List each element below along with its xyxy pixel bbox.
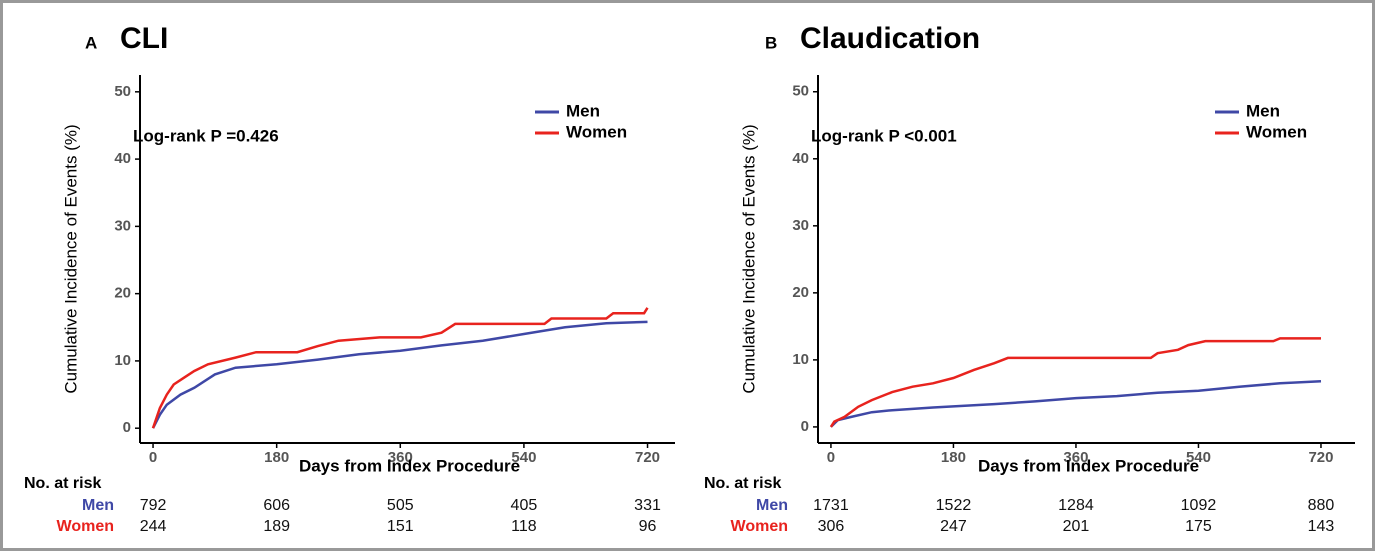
y-tick-label: 10 (792, 351, 809, 368)
y-tick-label: 10 (114, 352, 131, 369)
risk-value: 1284 (1058, 497, 1094, 514)
x-tick-label: 180 (264, 449, 289, 466)
y-tick-label: 40 (792, 150, 809, 167)
x-tick-label: 360 (1063, 449, 1088, 466)
risk-value: 96 (639, 518, 657, 535)
x-tick-label: 540 (511, 449, 536, 466)
y-axis-label: Cumulative Incidence of Events (%) (739, 124, 758, 393)
legend-label: Men (1246, 101, 1280, 120)
legend-label: Women (566, 122, 627, 141)
risk-value: 1522 (936, 497, 972, 514)
annotation: Log-rank P <0.001 (811, 126, 957, 145)
chart-title: CLI (120, 22, 168, 55)
x-tick-label: 720 (635, 449, 660, 466)
risk-value: 880 (1308, 497, 1335, 514)
annotation: Log-rank P =0.426 (133, 126, 279, 145)
km-line (151, 320, 648, 429)
risk-value: 201 (1063, 518, 1090, 535)
risk-table-title: No. at risk (704, 475, 781, 492)
y-tick-label: 30 (792, 217, 809, 234)
risk-table-title: No. at risk (24, 475, 101, 492)
risk-value: 189 (263, 518, 290, 535)
x-axis-label: Days from Index Procedure (978, 456, 1199, 475)
y-tick-label: 0 (801, 418, 809, 435)
legend-label: Women (1246, 122, 1307, 141)
risk-value: 143 (1308, 518, 1335, 535)
y-tick-label: 50 (792, 83, 809, 100)
risk-value: 792 (140, 497, 167, 514)
y-tick-label: 50 (114, 83, 131, 100)
risk-row-label: Women (57, 518, 114, 535)
risk-value: 405 (511, 497, 538, 514)
y-axis-label: Cumulative Incidence of Events (%) (61, 124, 80, 393)
risk-value: 175 (1185, 518, 1212, 535)
y-tick-label: 20 (114, 285, 131, 302)
risk-value: 306 (818, 518, 845, 535)
km-line (830, 380, 1322, 428)
y-tick-label: 20 (792, 284, 809, 301)
risk-value: 151 (387, 518, 414, 535)
risk-row-label: Men (82, 497, 114, 514)
x-tick-label: 720 (1308, 449, 1333, 466)
x-tick-label: 180 (941, 449, 966, 466)
x-axis-label: Days from Index Procedure (299, 456, 520, 475)
x-tick-label: 0 (149, 449, 157, 466)
risk-value: 606 (263, 497, 290, 514)
km-line (829, 337, 1321, 428)
chart-title: Claudication (800, 22, 980, 55)
risk-value: 118 (511, 518, 537, 535)
x-tick-label: 360 (388, 449, 413, 466)
legend-label: Men (566, 101, 600, 120)
x-tick-label: 540 (1186, 449, 1211, 466)
risk-row-label: Women (731, 518, 788, 535)
panel-letter: A (85, 33, 97, 52)
y-tick-label: 0 (123, 419, 131, 436)
risk-value: 247 (940, 518, 967, 535)
y-tick-label: 30 (114, 217, 131, 234)
panel-letter: B (765, 33, 777, 52)
risk-value: 331 (634, 497, 661, 514)
km-line (151, 307, 649, 429)
risk-value: 1731 (813, 497, 849, 514)
y-tick-label: 40 (114, 150, 131, 167)
risk-value: 505 (387, 497, 414, 514)
x-tick-label: 0 (827, 449, 835, 466)
risk-value: 244 (140, 518, 167, 535)
risk-value: 1092 (1181, 497, 1217, 514)
risk-row-label: Men (756, 497, 788, 514)
